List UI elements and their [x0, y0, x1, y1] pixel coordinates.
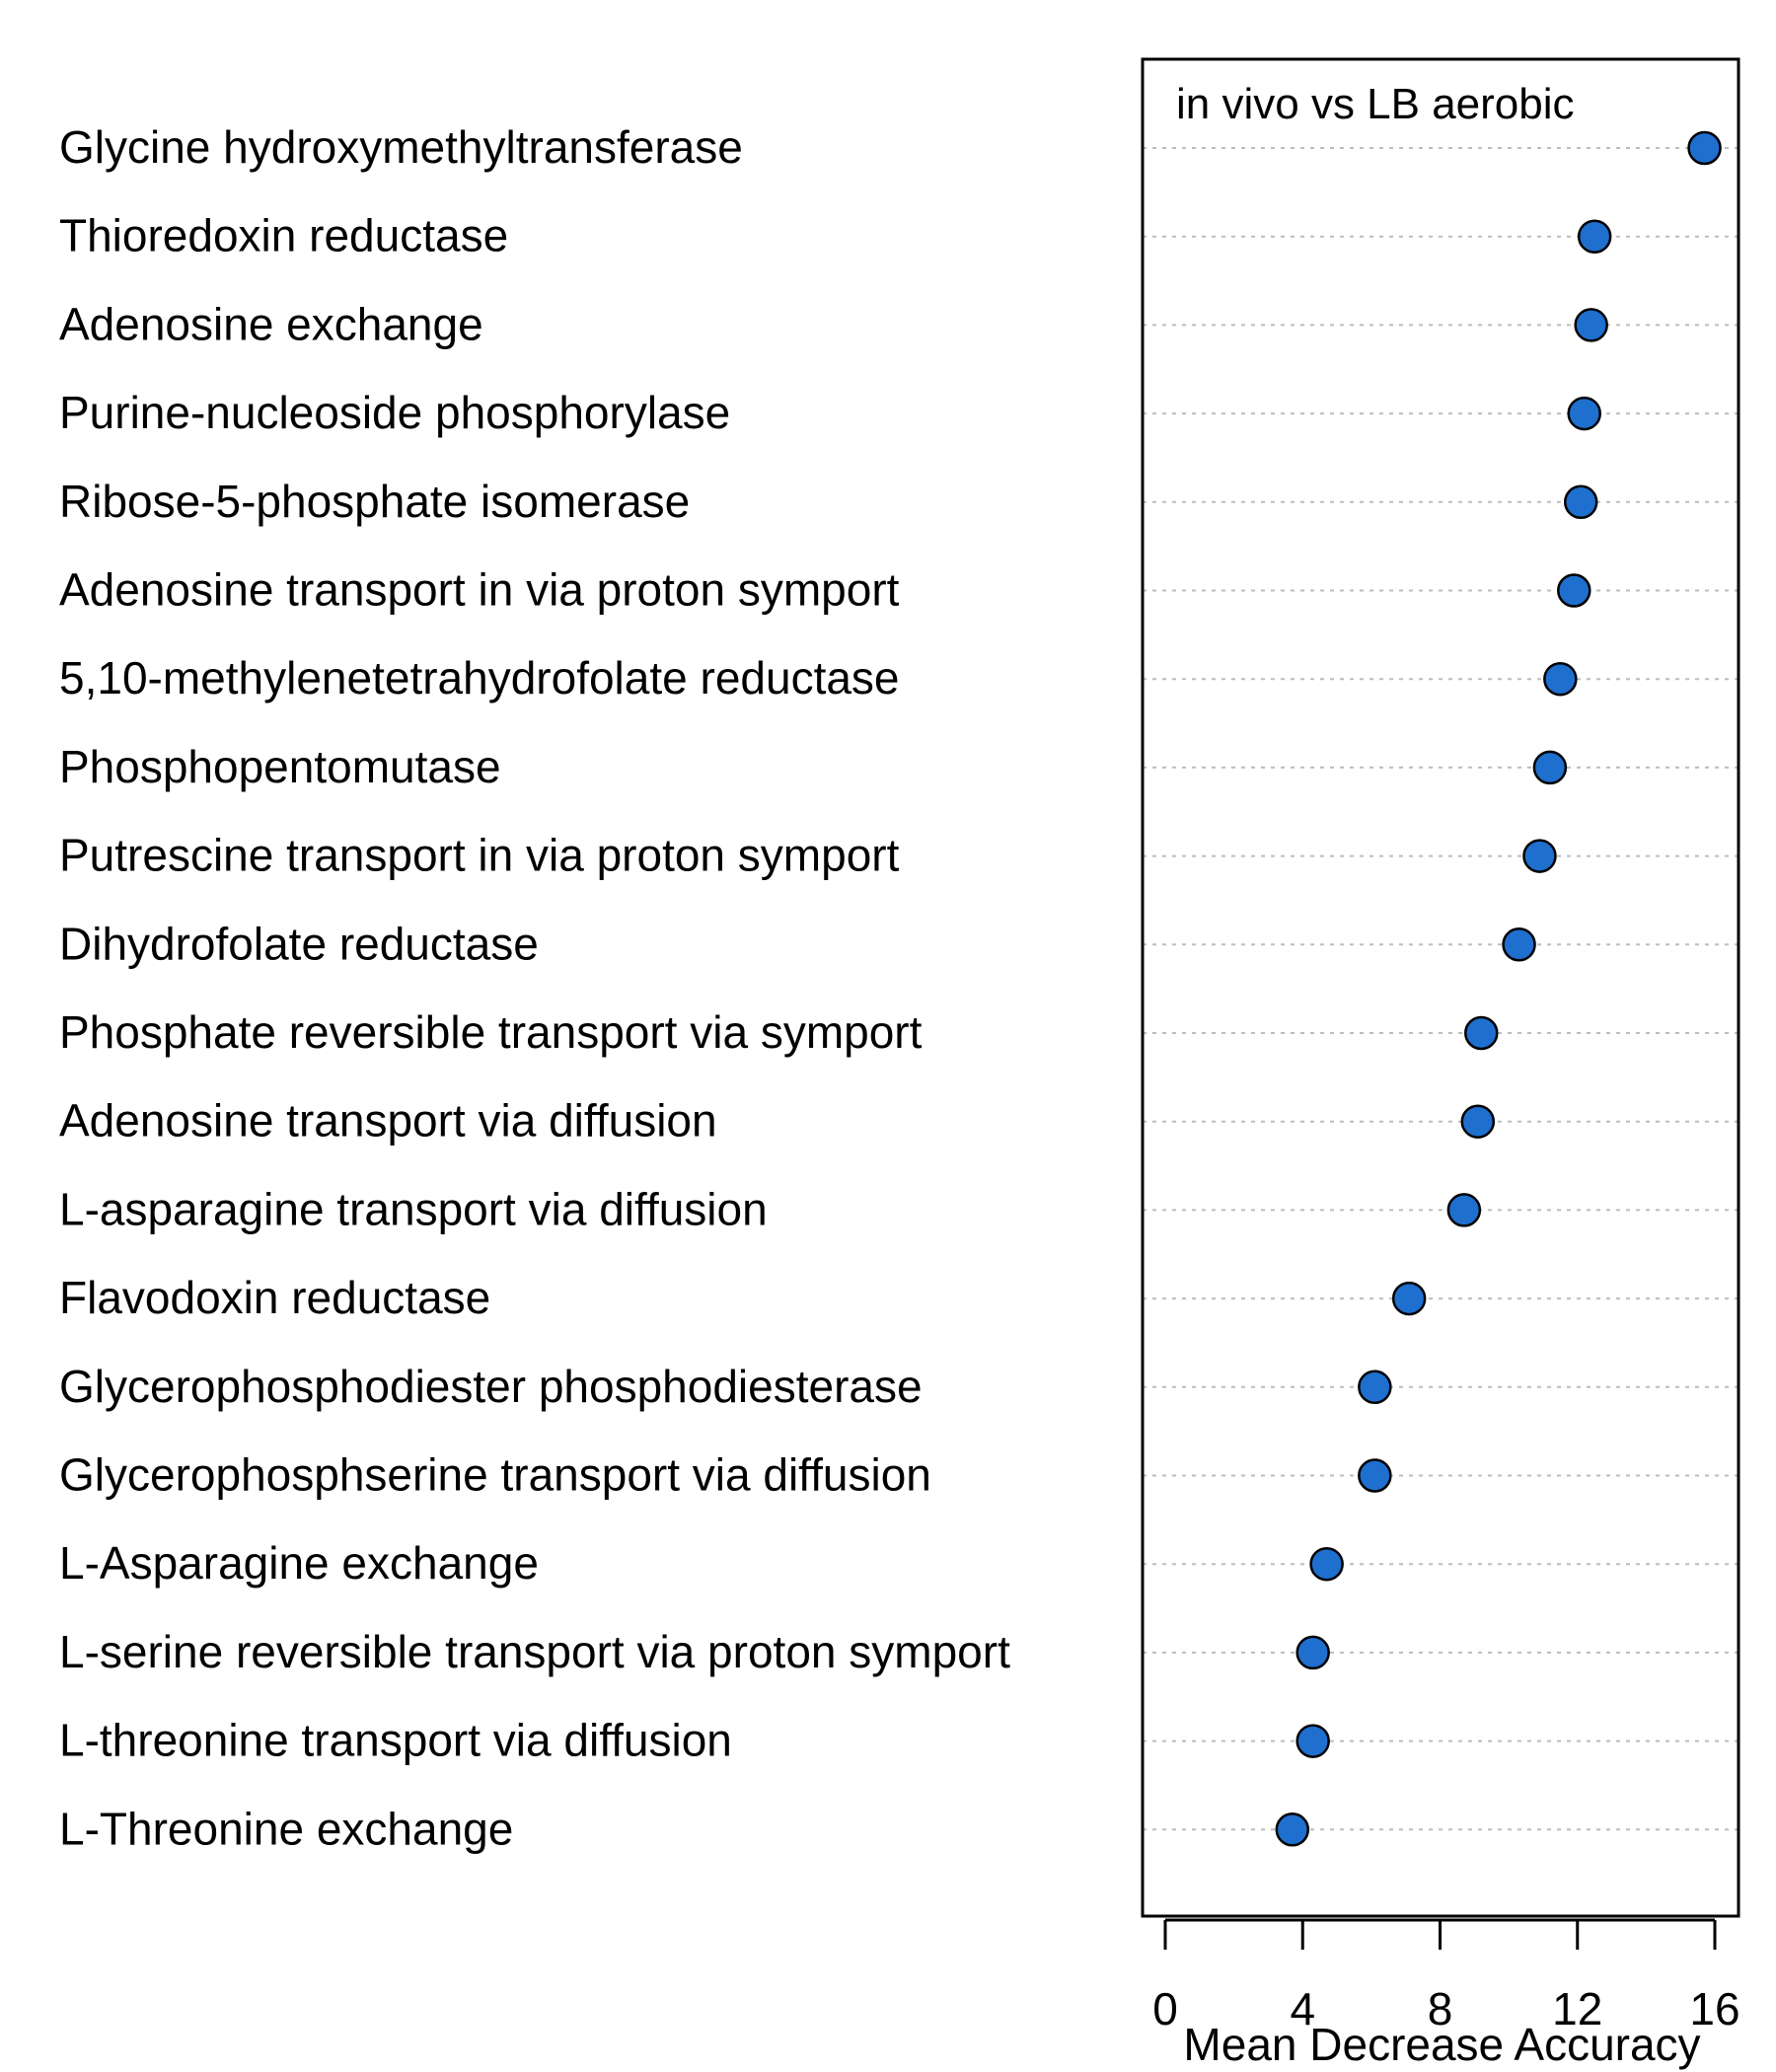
row-label: Glycerophosphodiester phosphodiesterase — [59, 1361, 923, 1412]
data-point — [1543, 661, 1578, 697]
data-point — [1567, 396, 1601, 431]
chart-title: in vivo vs LB aerobic — [1176, 80, 1575, 128]
row-labels: Glycine hydroxymethyltransferase Thioredo… — [59, 121, 1010, 1854]
row-label: Thioredoxin reductase — [59, 210, 508, 261]
data-point — [1522, 839, 1557, 873]
plot-frame — [1141, 57, 1740, 1918]
row-label: L-threonine transport via diffusion — [59, 1715, 732, 1766]
x-tick-label: 12 — [1552, 1983, 1602, 2035]
row-label: Phosphopentomutase — [59, 741, 501, 792]
x-tick-label: 8 — [1428, 1983, 1453, 2035]
row-label: Adenosine exchange — [59, 298, 483, 349]
row-label: Glycine hydroxymethyltransferase — [59, 121, 743, 173]
row-label: Flavodoxin reductase — [59, 1272, 490, 1323]
data-point — [1358, 1369, 1392, 1405]
x-tick-label: 4 — [1290, 1983, 1315, 2035]
data-point — [1574, 308, 1608, 342]
data-point — [1391, 1281, 1427, 1316]
row-label: Purine-nucleoside phosphorylase — [59, 387, 730, 438]
data-point — [1577, 219, 1612, 254]
row-label: Dihydrofolate reductase — [59, 918, 539, 969]
row-label: L-asparagine transport via diffusion — [59, 1183, 768, 1234]
data-point — [1502, 927, 1536, 962]
data-point — [1309, 1546, 1344, 1582]
x-axis-label: Mean Decrease Accuracy — [1183, 2019, 1700, 2070]
row-label: L-Threonine exchange — [59, 1803, 513, 1854]
data-point — [1275, 1813, 1310, 1847]
x-axis: 0 4 8 12 16 — [1152, 1918, 1740, 2035]
row-label: L-Asparagine exchange — [59, 1537, 539, 1589]
data-point — [1295, 1635, 1330, 1670]
row-guides — [1143, 147, 1739, 1831]
data-points — [1275, 130, 1722, 1847]
data-point — [1446, 1193, 1482, 1227]
row-label: Glycerophosphserine transport via diffus… — [59, 1449, 931, 1501]
data-point — [1557, 573, 1591, 608]
row-label: Putrescine transport in via proton sympo… — [59, 830, 900, 881]
data-point — [1295, 1724, 1330, 1758]
row-label: Adenosine transport via diffusion — [59, 1095, 717, 1147]
row-label: 5,10-methylenetetrahydrofolate reductase — [59, 652, 900, 703]
data-point — [1460, 1104, 1496, 1139]
row-label: L-serine reversible transport via proton… — [59, 1626, 1010, 1677]
data-point — [1464, 1015, 1499, 1051]
row-label: Adenosine transport in via proton sympor… — [59, 564, 900, 616]
data-point — [1532, 750, 1568, 785]
x-tick-label: 16 — [1689, 1983, 1739, 2035]
data-point — [1687, 130, 1722, 166]
x-tick-label: 0 — [1152, 1983, 1178, 2035]
row-label: Phosphate reversible transport via sympo… — [59, 1006, 923, 1058]
data-point — [1563, 484, 1598, 520]
data-point — [1358, 1458, 1392, 1493]
row-label: Ribose-5-phosphate isomerase — [59, 476, 690, 527]
